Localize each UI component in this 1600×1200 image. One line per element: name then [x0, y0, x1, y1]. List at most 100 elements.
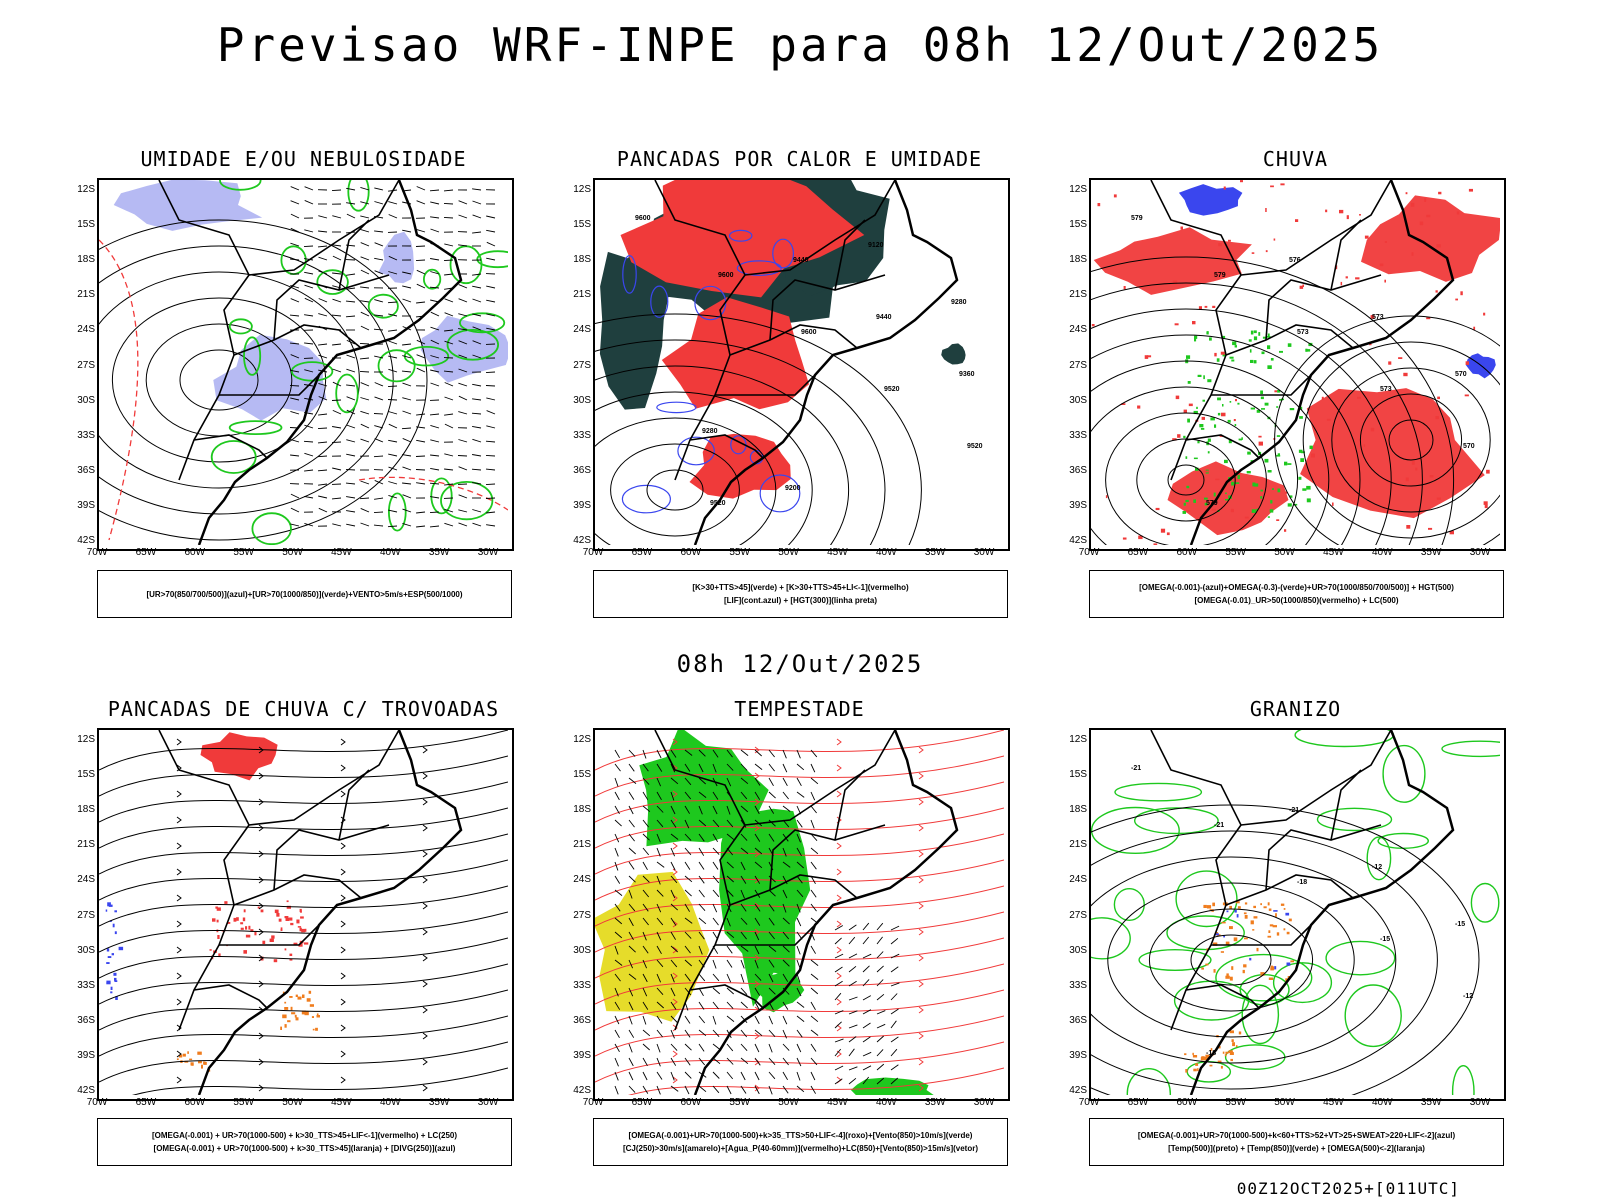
contour-label: 576 [1289, 257, 1301, 264]
panel-1-legend-line-1: [UR>70(850/700/500)](azul)+[UR>70(1000/8… [146, 589, 463, 599]
panel-5-legend-line-1: [OMEGA(-0.001)+UR>70(1000-500)+k>35_TTS>… [628, 1131, 973, 1140]
lon-tick-label: 60W [680, 547, 702, 558]
lat-tick-label: 39S [573, 1049, 591, 1061]
lon-tick-label: 60W [680, 1097, 702, 1108]
coastline [158, 730, 463, 1095]
lon-tick-label: 60W [1176, 1097, 1198, 1108]
lon-tick-label: 50W [282, 1097, 303, 1108]
lon-tick-label: 35W [924, 547, 946, 558]
lat-tick-label: 24S [77, 324, 95, 336]
lat-tick-label: 18S [77, 254, 95, 266]
map-canvas [595, 730, 1004, 1095]
lon-tick-label: 65W [631, 547, 653, 558]
lon-tick-label: 35W [428, 1097, 450, 1108]
panel-3-legend-line-2: [OMEGA(-0.01)_UR>50(1000/850)(vermelho) … [1194, 596, 1399, 605]
wind-vectors [289, 186, 496, 528]
lon-tick-label: 45W [827, 1097, 848, 1108]
lat-tick-label: 21S [1069, 839, 1087, 851]
lon-tick-label: 40W [875, 1097, 897, 1108]
coastline [654, 730, 959, 1095]
lat-tick-label: 30S [1069, 394, 1087, 406]
lat-tick-label: 24S [77, 874, 95, 886]
lon-tick-label: 30W [477, 547, 499, 558]
contour-label: 573 [1372, 314, 1384, 321]
contour-label: 9280 [951, 299, 967, 306]
contour-label: 570 [1455, 371, 1467, 378]
humidity-upper-area [420, 315, 508, 383]
lat-tick-label: 24S [573, 324, 591, 336]
lat-tick-label: 33S [1069, 979, 1087, 991]
lon-tick-label: 60W [184, 1097, 206, 1108]
contour-label: 9200 [785, 485, 801, 492]
map-canvas: 9600960096009520952095209440944093609280… [595, 180, 983, 545]
lat-tick-label: 36S [1069, 464, 1087, 476]
contour-label: -18 [1206, 1050, 1216, 1057]
thunderstorm-area [209, 900, 309, 963]
panel-4-title: PANCADAS DE CHUVA C/ TROVOADAS [107, 697, 500, 721]
panel-6-map: -21 -21 -18 -15 -12 -18 -21 -12 -15 [1089, 728, 1506, 1101]
lon-tick-label: 60W [184, 547, 206, 558]
lon-tick-label: 60W [1176, 547, 1198, 558]
lon-tick-label: 65W [135, 547, 157, 558]
contour-label: 9520 [884, 386, 900, 393]
humidity-upper-area [378, 231, 415, 284]
lon-tick-label: 35W [1420, 1097, 1442, 1108]
lat-tick-label: 21S [77, 839, 95, 851]
panel-4-map [97, 728, 514, 1101]
contour-label: 9280 [702, 428, 718, 435]
lon-tick-label: 30W [1469, 1097, 1491, 1108]
lat-tick-label: 18S [77, 804, 95, 816]
panel-4-legend: [OMEGA(-0.001) + UR>70(1000-500) + k>30_… [97, 1118, 512, 1166]
map-canvas [99, 730, 508, 1095]
lat-tick-label: 36S [573, 464, 591, 476]
lat-tick-label: 39S [1069, 499, 1087, 511]
panel-3-map: 579 579 573 573 570 579 576 573 570 [1089, 178, 1506, 551]
panel-2-title: PANCADAS POR CALOR E UMIDADE [616, 147, 983, 171]
lon-tick-label: 55W [729, 547, 750, 558]
lon-tick-label: 50W [778, 547, 799, 558]
thickness-lines [99, 239, 508, 541]
lon-tick-label: 65W [1127, 547, 1149, 558]
lon-tick-label: 40W [1371, 547, 1393, 558]
rain-area [1093, 227, 1252, 295]
lon-tick-label: 30W [1469, 547, 1491, 558]
lat-tick-label: 18S [573, 254, 591, 266]
wind-850-area [850, 1077, 934, 1095]
wind-vectors-850 [614, 749, 819, 1095]
contour-label: 9600 [718, 272, 734, 279]
lat-tick-label: 30S [573, 394, 591, 406]
streamlines-250 [99, 730, 508, 1095]
panel-4-legend-line-2: [OMEGA(-0.001) + UR>70(1000-500) + k>30_… [153, 1144, 456, 1153]
lat-tick-label: 15S [1069, 219, 1087, 231]
lat-tick-label: 12S [1069, 734, 1087, 745]
lon-tick-label: 55W [729, 1097, 750, 1108]
wind-vectors-850 [834, 922, 900, 1085]
panel-5-legend: [OMEGA(-0.001)+UR>70(1000-500)+k>35_TTS>… [593, 1118, 1008, 1166]
contour-label: 9440 [793, 257, 809, 264]
panel-2-legend-line-1: [K>30+TTS>45](verde) + [K>30+TTS>45+LI<-… [692, 583, 909, 592]
lat-tick-label: 12S [77, 184, 95, 195]
lon-tick-label: 30W [477, 1097, 499, 1108]
lat-tick-label: 42S [77, 535, 95, 546]
divergence-area [105, 902, 124, 1000]
lon-tick-label: 50W [282, 547, 303, 558]
panel-1-map [97, 178, 514, 551]
lon-tick-label: 55W [233, 1097, 254, 1108]
lat-tick-label: 33S [77, 979, 95, 991]
contour-label: -21 [1131, 765, 1141, 772]
temp-500-labels: -21 -21 -18 -15 -12 -18 -21 -12 -15 [1131, 765, 1473, 1057]
lat-tick-label: 42S [77, 1085, 95, 1096]
temp-850-contours [1091, 730, 1500, 1095]
rain-area [1300, 388, 1485, 519]
rain-area [1361, 195, 1500, 282]
lon-tick-label: 70W [86, 1097, 108, 1108]
footer-run-label: 00Z12OCT2025+[011UTC] [1236, 1179, 1460, 1198]
omega-500-area [1184, 1030, 1242, 1073]
shower-area [280, 990, 320, 1031]
height-300-contours [595, 313, 922, 545]
lat-tick-label: 39S [1069, 1049, 1087, 1061]
contour-label: 9600 [635, 215, 651, 222]
lat-tick-label: 27S [77, 359, 95, 371]
lat-tick-label: 15S [1069, 769, 1087, 781]
contour-label: -18 [1297, 879, 1307, 886]
